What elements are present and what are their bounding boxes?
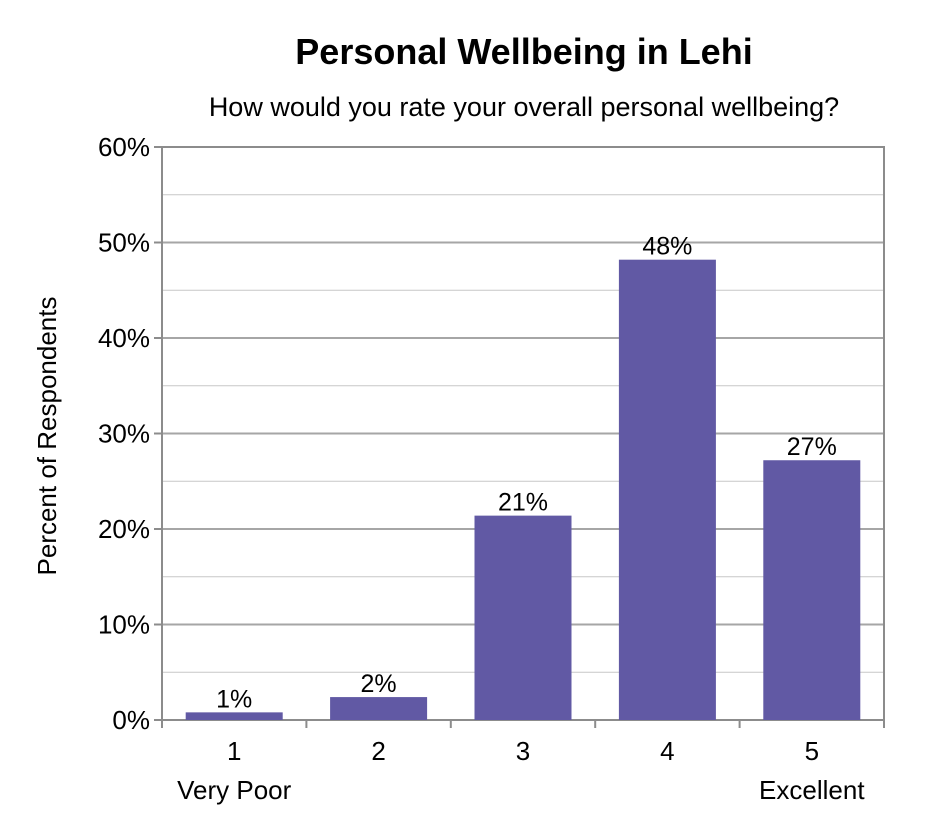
y-tick-label: 40% — [98, 323, 150, 353]
bar-data-label: 27% — [787, 433, 837, 461]
bar-data-label: 2% — [361, 670, 397, 698]
x-tick-sublabel: Very Poor — [177, 775, 292, 805]
bar — [330, 697, 428, 720]
x-tick-label: 1 — [227, 736, 241, 766]
bar — [763, 460, 861, 720]
y-axis-title: Percent of Respondents — [32, 297, 62, 576]
chart-title: Personal Wellbeing in Lehi — [295, 31, 752, 72]
x-tick-label: 2 — [371, 736, 385, 766]
y-tick-label: 50% — [98, 228, 150, 258]
y-tick-label: 20% — [98, 514, 150, 544]
x-tick-label: 5 — [805, 736, 819, 766]
y-tick-label: 0% — [112, 705, 150, 735]
bar-data-label: 21% — [498, 489, 548, 517]
bar-data-label: 48% — [642, 233, 692, 261]
chart-subtitle: How would you rate your overall personal… — [209, 92, 839, 122]
x-tick-sublabel: Excellent — [759, 775, 865, 805]
bar-data-label: 1% — [216, 685, 252, 713]
bar — [474, 515, 572, 720]
y-tick-label: 30% — [98, 419, 150, 449]
x-tick-label: 3 — [516, 736, 530, 766]
x-tick-label: 4 — [660, 736, 674, 766]
plot-area: 0% 10% 20% 30% 40% 50% 60% 1% 1 Very Poor 2% 2 21% 3 4… — [98, 132, 885, 805]
y-tick-label: 10% — [98, 610, 150, 640]
bar — [618, 259, 716, 720]
y-tick-label: 60% — [98, 132, 150, 162]
bar — [185, 712, 283, 720]
